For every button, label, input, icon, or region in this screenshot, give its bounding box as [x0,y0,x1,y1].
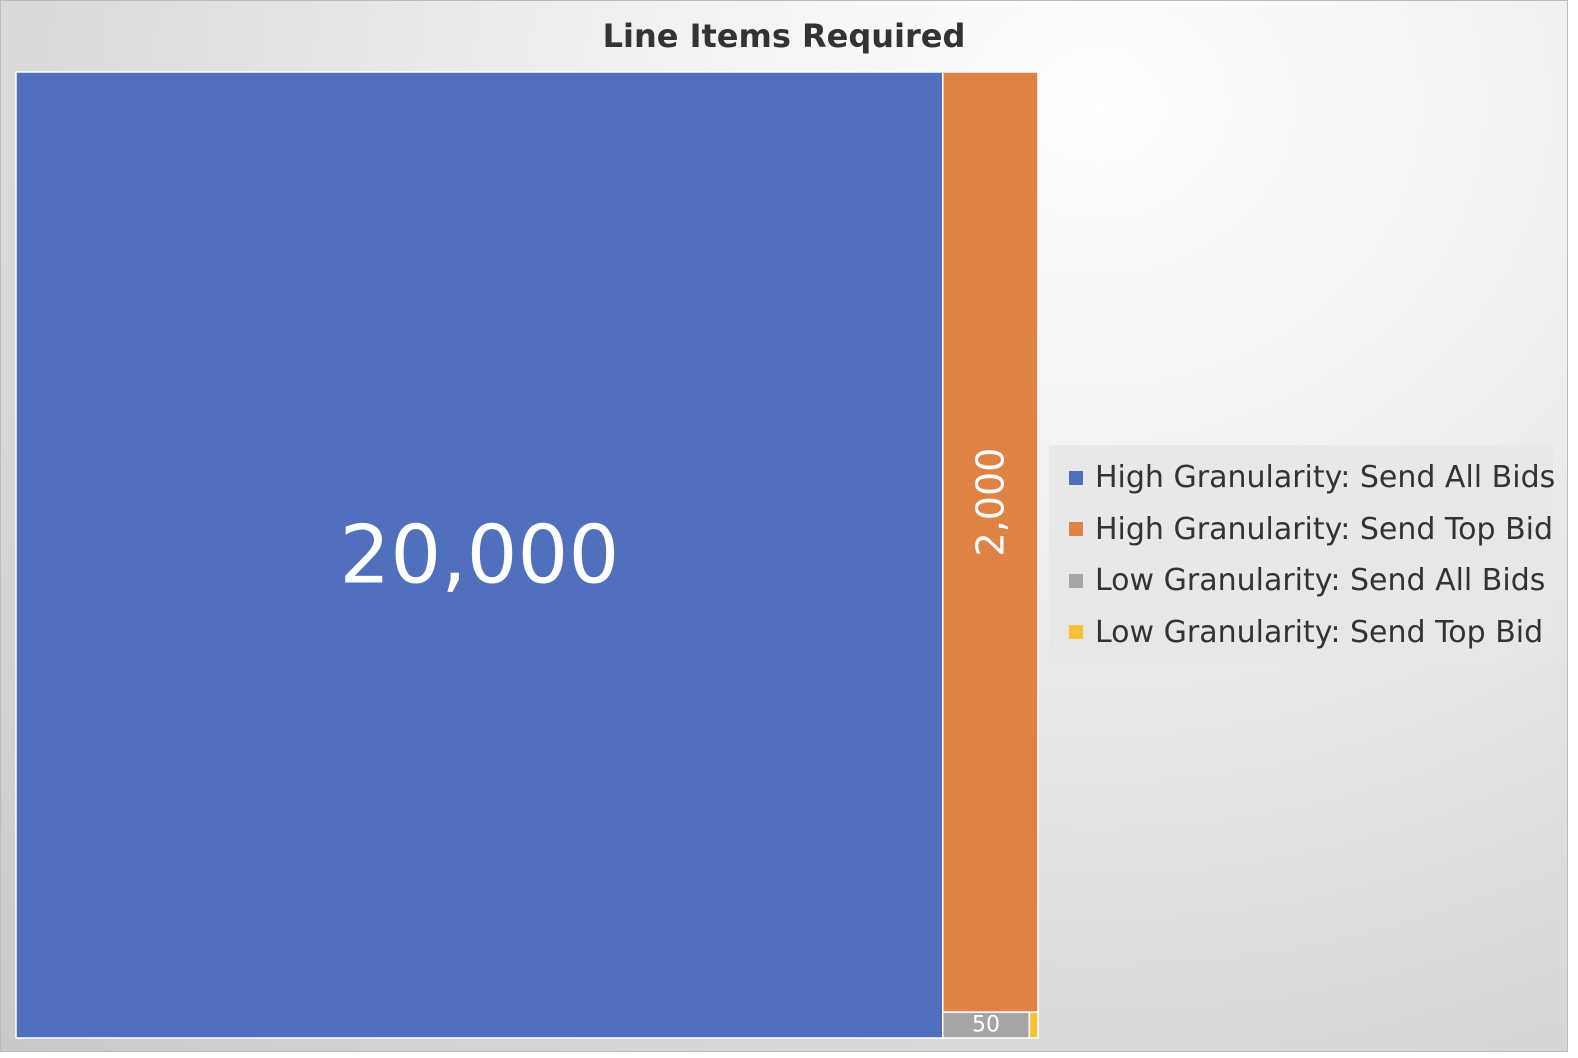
legend-swatch [1069,625,1083,639]
chart-title: Line Items Required [602,17,966,55]
legend-label: High Granularity: Send All Bids [1095,460,1556,495]
legend-swatch [1069,573,1083,588]
legend-item: High Granularity: Send All Bids [1069,460,1555,495]
treemap-tile-3 [1028,1011,1039,1039]
legend-item: High Granularity: Send Top Bid [1069,512,1553,547]
legend-item: Low Granularity: Send All Bids [1069,563,1545,598]
legend-label: Low Granularity: Send All Bids [1095,563,1546,598]
treemap-tile-0 [15,71,944,1039]
legend-swatch [1069,522,1083,536]
legend-item: Low Granularity: Send Top Bid [1069,615,1543,650]
legend: High Granularity: Send All Bids High Gran… [1049,445,1555,664]
legend-label: High Granularity: Send Top Bid [1095,511,1554,547]
legend-label: Low Granularity: Send Top Bid [1095,614,1544,650]
data-label-0: 20,000 [339,509,619,602]
data-label-1: 2,000 [968,448,1012,557]
data-label-2: 50 [972,1013,1000,1038]
treemap-tile-2 [942,1011,1031,1039]
treemap-tile-1 [942,71,1039,1013]
legend-swatch [1069,470,1083,485]
